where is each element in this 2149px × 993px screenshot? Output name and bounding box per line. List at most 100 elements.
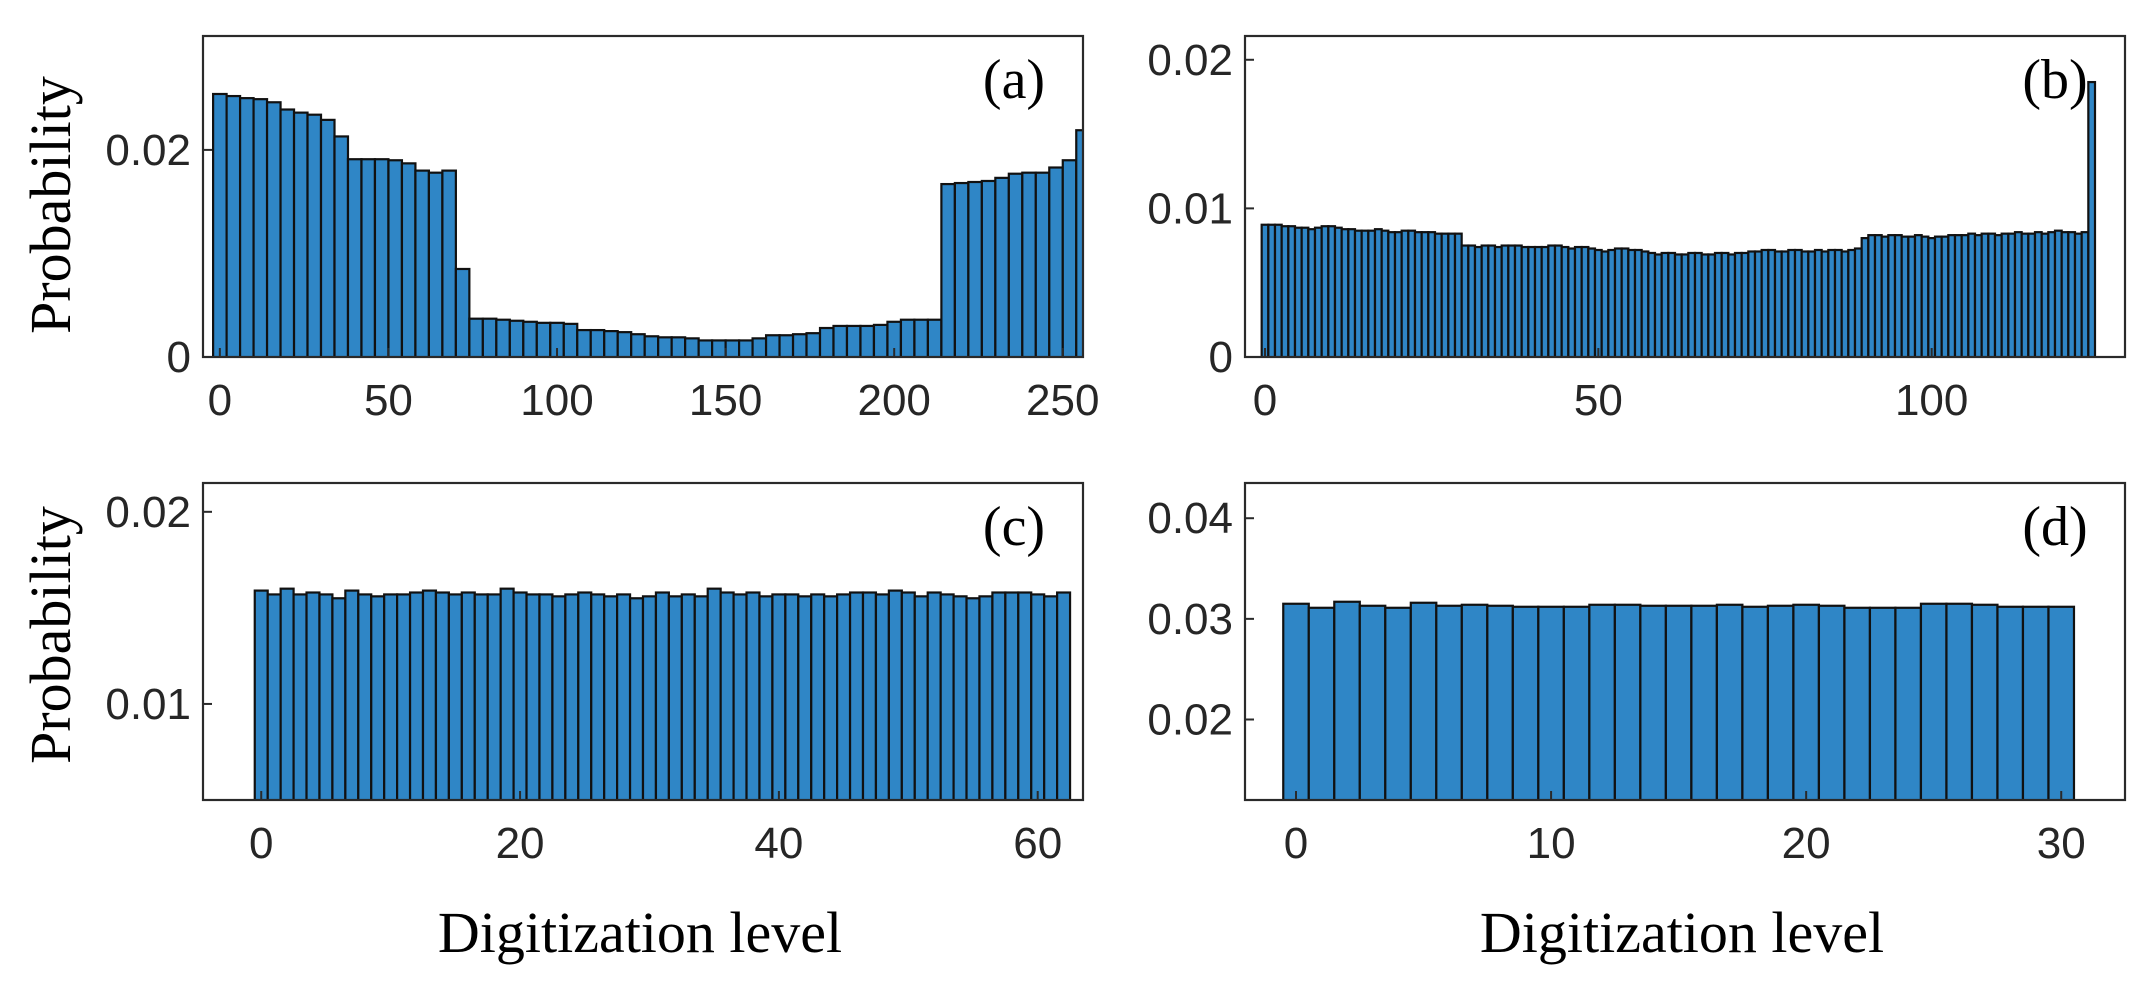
ytick-label-b-2: 0.02: [1147, 36, 1233, 85]
bar-a-49: [872, 323, 889, 357]
bar-c-32: [667, 595, 683, 800]
ytick-label-c-0: 0.01: [105, 680, 191, 729]
xtick-label-a-3: 150: [689, 376, 762, 425]
bar-c-10: [383, 593, 399, 800]
bar-d-0: [1282, 602, 1310, 800]
bar-d-9: [1511, 605, 1540, 800]
ytick-label-c-1: 0.02: [105, 488, 191, 537]
bars-d: [1282, 600, 2076, 800]
bar-a-55: [953, 181, 970, 357]
axes-frame-a: [201, 34, 1085, 359]
bar-c-61: [1043, 595, 1059, 800]
bar-d-26: [1945, 602, 1974, 800]
bar-a-47: [845, 324, 862, 357]
xtick-label-d-3: 30: [2037, 819, 2086, 868]
bar-a-1: [225, 94, 242, 357]
bar-a-0: [212, 92, 228, 357]
bar-a-52: [913, 318, 930, 357]
xlabel-left: Digitization level: [438, 900, 842, 965]
bar-c-17: [473, 593, 489, 800]
bar-d-15: [1664, 604, 1693, 800]
bars-a: [212, 92, 1130, 361]
bar-c-30: [641, 595, 658, 800]
xtick-label-c-3: 60: [1013, 819, 1062, 868]
bar-c-43: [810, 593, 826, 800]
bar-c-4: [305, 591, 321, 800]
panel-label-b: (b): [2022, 49, 2087, 111]
xtick-label-c-1: 20: [496, 819, 545, 868]
bar-c-54: [952, 595, 968, 800]
bar-a-51: [899, 318, 916, 357]
xtick-label-b-0: 0: [1253, 376, 1277, 425]
xtick-label-a-5: 250: [1026, 376, 1099, 425]
bar-a-23: [522, 320, 538, 357]
bar-c-48: [874, 593, 890, 800]
bar-d-30: [2047, 605, 2076, 800]
bar-c-44: [823, 595, 839, 800]
bar-c-40: [771, 593, 787, 800]
xtick-label-c-0: 0: [249, 819, 273, 868]
bar-a-53: [926, 318, 943, 357]
bar-a-13: [387, 159, 404, 357]
ylabel-bottom: Probability: [18, 506, 83, 764]
bar-d-28: [1996, 605, 2025, 800]
bar-c-2: [279, 587, 295, 800]
bar-c-29: [628, 597, 645, 800]
bar-a-24: [535, 321, 552, 357]
bar-c-5: [318, 593, 334, 800]
bar-a-56: [967, 180, 983, 357]
panel-d: 0 10 20 30 0.02 0.03 0.04 (d): [1147, 481, 2127, 868]
xtick-label-a-1: 50: [364, 376, 413, 425]
bar-d-20: [1792, 603, 1821, 800]
bar-a-19: [468, 317, 484, 357]
bar-a-48: [859, 324, 876, 357]
xtick-label-b-1: 50: [1574, 376, 1623, 425]
bar-a-7: [306, 113, 323, 357]
bar-c-37: [732, 593, 748, 800]
bar-d-19: [1766, 604, 1795, 800]
xtick-label-d-2: 20: [1782, 819, 1831, 868]
bar-d-25: [1919, 602, 1948, 800]
bar-c-13: [421, 589, 438, 800]
bar-a-14: [400, 162, 417, 357]
bar-a-58: [994, 176, 1010, 357]
bar-c-34: [693, 595, 709, 800]
xtick-label-d-1: 10: [1527, 819, 1576, 868]
bar-c-45: [836, 593, 852, 800]
bar-d-7: [1460, 603, 1489, 800]
bar-c-26: [590, 593, 606, 800]
bar-d-21: [1817, 604, 1846, 800]
bar-c-58: [1004, 591, 1020, 800]
panel-c: 0 20 40 60 0.01 0.02 (c): [105, 481, 1085, 868]
bar-c-53: [939, 593, 955, 800]
bar-c-19: [499, 587, 515, 800]
bar-c-11: [396, 593, 412, 800]
bar-a-65: [1090, 130, 1103, 361]
bar-a-4: [265, 101, 282, 357]
bar-d-22: [1843, 606, 1872, 800]
bar-a-3: [252, 98, 269, 357]
bar-c-46: [848, 591, 865, 800]
bar-d-16: [1690, 604, 1718, 800]
bar-a-5: [279, 108, 296, 357]
ytick-label-b-1: 0.01: [1147, 184, 1233, 233]
bar-c-50: [900, 591, 916, 800]
bar-d-3: [1358, 604, 1387, 800]
bar-c-9: [370, 595, 386, 800]
bar-d-5: [1409, 601, 1438, 800]
bar-a-26: [562, 322, 579, 357]
bar-c-51: [913, 595, 929, 800]
bar-d-1: [1307, 606, 1336, 800]
bar-c-15: [447, 593, 463, 800]
bar-c-28: [616, 593, 632, 800]
bar-c-7: [344, 589, 360, 800]
bar-a-67: [1117, 127, 1130, 361]
bar-a-63: [1061, 159, 1078, 357]
bar-c-56: [978, 595, 994, 800]
bar-c-14: [434, 591, 450, 800]
bar-c-20: [512, 591, 528, 800]
bar-a-8: [319, 118, 336, 357]
ytick-label-d-1: 0.03: [1147, 595, 1233, 644]
bar-a-6: [292, 111, 309, 357]
